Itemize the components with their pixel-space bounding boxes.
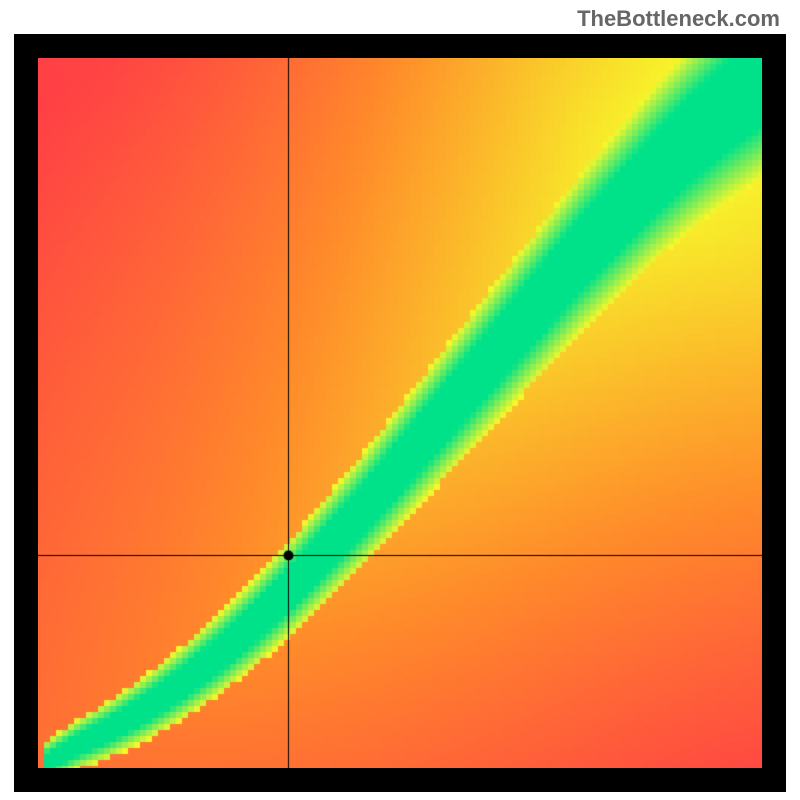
- plot-area: [38, 58, 762, 768]
- heatmap-canvas: [38, 58, 762, 768]
- watermark-text: TheBottleneck.com: [577, 6, 780, 32]
- chart-container: TheBottleneck.com: [0, 0, 800, 800]
